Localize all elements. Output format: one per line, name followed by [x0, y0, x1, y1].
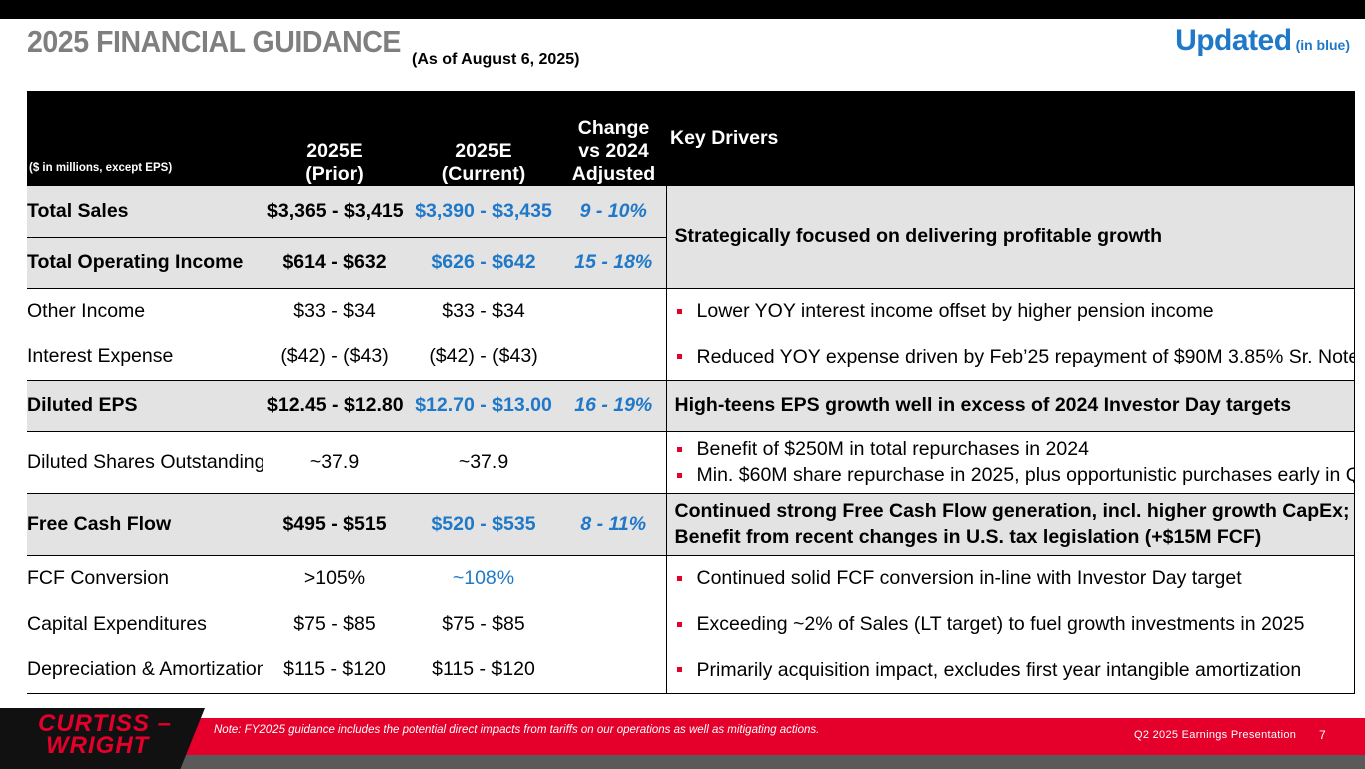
row-label: FCF Conversion	[27, 554, 263, 601]
logo-background	[0, 708, 205, 769]
table-header-row: ($ in millions, except EPS) 2025E (Prior)…	[27, 91, 1354, 186]
prior-value: ($42) - ($43)	[280, 345, 389, 368]
change-value	[561, 554, 666, 601]
current-value: $520 - $535	[406, 492, 561, 555]
sales-driver: Strategically focused on delivering prof…	[665, 186, 1354, 288]
prior-value: $12.45 - $12.80	[263, 379, 406, 431]
driver-cell: Reduced YOY expense driven by Feb’25 rep…	[665, 334, 1354, 380]
current-value: $115 - $120	[406, 647, 561, 694]
driver-cell: Continued strong Free Cash Flow generati…	[665, 492, 1354, 555]
row-label: Depreciation & Amortization	[27, 647, 263, 694]
change-value: 8 - 11%	[561, 492, 666, 555]
change-value	[561, 430, 666, 493]
footer-gray-band	[0, 755, 1365, 769]
driver-cell: High-teens EPS growth well in excess of …	[665, 379, 1354, 431]
units-note: ($ in millions, except EPS)	[29, 162, 173, 174]
updated-legend: Updated (in blue)	[1175, 24, 1350, 58]
updated-note: (in blue)	[1295, 37, 1350, 53]
row-label: Free Cash Flow	[27, 492, 263, 555]
driver-cell: Exceeding ~2% of Sales (LT target) to fu…	[665, 601, 1354, 647]
table-row-total-sales: Total Sales $3,365 - $3,415 $3,390 - $3,…	[27, 186, 1354, 288]
page-title: 2025 FINANCIAL GUIDANCE (As of August 6,…	[27, 24, 579, 68]
change-value	[561, 334, 666, 380]
prior-value: $33 - $34	[263, 287, 406, 334]
current-value: $3,390 - $3,435	[415, 199, 552, 222]
table-row-depreciation: Depreciation & Amortization $115 - $120 …	[27, 647, 1354, 694]
current-value: ($42) - ($43)	[429, 345, 538, 368]
presentation-name: Q2 2025 Earnings Presentation	[1134, 729, 1297, 741]
row-label: Interest Expense	[27, 345, 174, 368]
footer-red-band	[0, 718, 1365, 755]
prior-column-header: 2025E (Prior)	[305, 140, 364, 185]
driver-cell: Benefit of $250M in total repurchases in…	[665, 430, 1354, 493]
prior-value: $495 - $515	[263, 492, 406, 555]
change-column-header: Change vs 2024 Adjusted	[571, 117, 656, 185]
driver-cell: Lower YOY interest income offset by high…	[665, 287, 1354, 334]
current-value: $33 - $34	[406, 287, 561, 334]
current-value: $12.70 - $13.00	[406, 379, 561, 431]
row-label: Other Income	[27, 287, 263, 334]
row-label: Total Sales	[27, 199, 129, 222]
bullet-icon	[676, 575, 682, 581]
page-title-date: (As of August 6, 2025)	[412, 51, 580, 68]
change-value: 15 - 18%	[561, 236, 666, 288]
prior-value: >105%	[263, 554, 406, 601]
company-logo: CURTISS – WRIGHT	[38, 710, 172, 759]
bullet-icon	[676, 472, 682, 478]
table-row-diluted-shares: Diluted Shares Outstanding ~37.9 ~37.9 B…	[27, 430, 1354, 493]
table-row-capex: Capital Expenditures $75 - $85 $75 - $85…	[27, 601, 1354, 647]
guidance-table: ($ in millions, except EPS) 2025E (Prior)…	[27, 91, 1355, 694]
prior-value: $614 - $632	[263, 236, 406, 288]
updated-label: Updated	[1175, 24, 1292, 57]
top-bar	[0, 0, 1365, 19]
table-row-interest-expense: Interest Expense ($42) - ($43) ($42) - (…	[27, 334, 1354, 380]
bullet-icon	[676, 667, 682, 673]
logo-line-2: WRIGHT	[46, 732, 150, 759]
prior-value: ~37.9	[263, 430, 406, 493]
row-label: Diluted EPS	[27, 379, 263, 431]
prior-value: $3,365 - $3,415	[267, 199, 404, 222]
current-value: ~108%	[406, 554, 561, 601]
row-label: Diluted Shares Outstanding	[27, 430, 263, 493]
driver-cell: Continued solid FCF conversion in-line w…	[665, 554, 1354, 601]
current-value: $75 - $85	[442, 612, 525, 635]
current-value: $626 - $642	[406, 236, 561, 288]
bullet-icon	[676, 308, 682, 314]
bullet-icon	[676, 354, 682, 360]
footer-note: Note: FY2025 guidance includes the poten…	[214, 724, 820, 736]
row-label: Total Operating Income	[27, 236, 263, 288]
page-number: 7	[1319, 728, 1326, 742]
change-value	[561, 287, 666, 334]
bullet-icon	[676, 446, 682, 452]
driver-cell: Primarily acquisition impact, excludes f…	[665, 647, 1354, 694]
change-value	[561, 647, 666, 694]
table-row-fcf-conversion: FCF Conversion >105% ~108% Continued sol…	[27, 554, 1354, 601]
page-title-main: 2025 FINANCIAL GUIDANCE	[27, 24, 401, 59]
change-value: 9 - 10%	[579, 199, 647, 222]
current-value: ~37.9	[406, 430, 561, 493]
logo-line-1: CURTISS –	[38, 710, 172, 737]
change-value: 16 - 19%	[561, 379, 666, 431]
row-label: Capital Expenditures	[27, 612, 207, 635]
footer-bar	[0, 718, 1365, 769]
table-row-free-cash-flow: Free Cash Flow $495 - $515 $520 - $535 8…	[27, 492, 1354, 555]
prior-value: $75 - $85	[293, 612, 376, 635]
table-row-other-income: Other Income $33 - $34 $33 - $34 Lower Y…	[27, 287, 1354, 334]
key-drivers-header: Key Drivers	[670, 127, 779, 149]
current-column-header: 2025E (Current)	[441, 140, 526, 185]
table-row-diluted-eps: Diluted EPS $12.45 - $12.80 $12.70 - $13…	[27, 379, 1354, 431]
change-value	[561, 601, 666, 647]
bullet-icon	[676, 621, 682, 627]
prior-value: $115 - $120	[263, 647, 406, 694]
